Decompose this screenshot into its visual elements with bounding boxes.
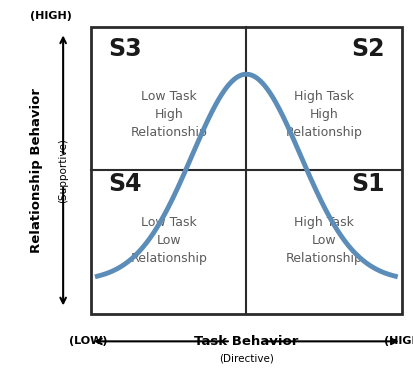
Text: (Directive): (Directive) [218,354,273,363]
Text: Task Behavior: Task Behavior [194,335,298,348]
Text: High Task
Low
Relationship: High Task Low Relationship [285,216,361,265]
Text: S1: S1 [350,172,384,196]
Text: (LOW): (LOW) [69,336,107,346]
Text: (HIGH): (HIGH) [383,336,413,346]
Text: S2: S2 [350,37,384,61]
Text: Relationship Behavior: Relationship Behavior [30,88,43,253]
Text: Low Task
High
Relationship: Low Task High Relationship [130,90,206,139]
Text: High Task
High
Relationship: High Task High Relationship [285,90,361,139]
Text: (Supportive): (Supportive) [58,138,68,203]
Text: (HIGH): (HIGH) [30,11,71,21]
Text: S3: S3 [108,37,141,61]
Text: Low Task
Low
Relationship: Low Task Low Relationship [130,216,206,265]
Text: S4: S4 [108,172,141,196]
